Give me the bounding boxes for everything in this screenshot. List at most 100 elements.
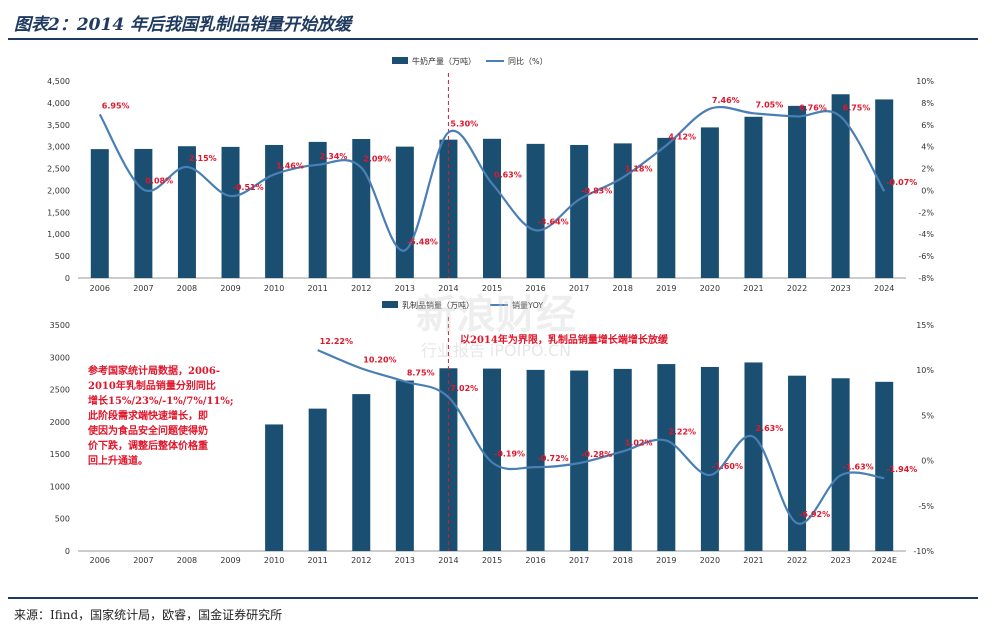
bar xyxy=(526,369,545,551)
x-tick-label: 2021 xyxy=(743,284,763,293)
x-tick-label: 2019 xyxy=(656,284,676,293)
data-label: 7.46% xyxy=(712,96,740,105)
data-label: -0.28% xyxy=(581,450,612,459)
note-line: 此阶段需求端快速增长，即 xyxy=(88,409,208,422)
data-label: -0.72% xyxy=(538,454,569,463)
data-label: 7.02% xyxy=(450,384,478,393)
bar xyxy=(90,149,109,278)
x-tick-label: 2010 xyxy=(264,556,284,565)
note-box xyxy=(80,355,252,470)
x-tick-label: 2024 xyxy=(874,284,894,293)
bar xyxy=(831,94,850,278)
y-right-tick-label: 4% xyxy=(921,143,934,152)
data-label: 10.20% xyxy=(363,355,396,364)
bar xyxy=(657,137,676,278)
bar xyxy=(875,99,894,278)
y-left-tick-label: 1,500 xyxy=(47,208,70,217)
x-tick-label: 2018 xyxy=(613,556,633,565)
bar xyxy=(657,364,676,551)
x-tick-label: 2012 xyxy=(351,556,371,565)
bar xyxy=(744,116,763,278)
y-right-tick-label: -8% xyxy=(918,274,934,283)
data-label: -0.51% xyxy=(233,183,264,192)
x-tick-label: 2018 xyxy=(613,284,633,293)
data-label: -0.07% xyxy=(886,178,917,187)
x-tick-label: 2010 xyxy=(264,284,284,293)
data-label: 2.34% xyxy=(320,152,348,161)
x-tick-label: 2007 xyxy=(133,556,153,565)
note-line: 价下跌，调整后整体价格重 xyxy=(88,439,208,452)
x-tick-label: 2014 xyxy=(438,556,458,565)
bar xyxy=(744,362,763,551)
note-line: 增长15%/23%/-1%/7%/11%; xyxy=(88,394,234,407)
yoy-line xyxy=(317,349,885,525)
bar xyxy=(265,144,284,278)
bar xyxy=(788,375,807,551)
note-line: 回上升通道。 xyxy=(88,454,148,467)
source-note: 来源：Ifind，国家统计局，欧睿，国金证券研究所 xyxy=(14,608,283,622)
legend-bar-swatch xyxy=(382,301,398,308)
y-right-tick-label: 0% xyxy=(921,457,934,466)
title-divider xyxy=(8,38,978,40)
data-label: 6.76% xyxy=(799,103,827,112)
y-left-tick-label: 2,500 xyxy=(47,165,70,174)
bar xyxy=(177,146,196,278)
x-tick-label: 2021 xyxy=(743,556,763,565)
charts-canvas: 0 500 1,000 1,500 2,000 2,500 3,000 3,500 4,000 4… xyxy=(47,56,934,565)
y-left-tick-label: 0 xyxy=(65,274,70,283)
x-tick-label: 2009 xyxy=(220,556,240,565)
y-right-tick-label: 0% xyxy=(921,186,934,195)
data-label: 0.08% xyxy=(145,177,173,186)
note-line: 参考国家统计局数据，2006- xyxy=(88,364,220,377)
bar xyxy=(483,138,501,278)
data-label: -1.60% xyxy=(712,462,743,471)
bar xyxy=(613,143,632,278)
x-tick-label: 2017 xyxy=(569,284,589,293)
x-tick-label: 2020 xyxy=(700,556,720,565)
data-label: 6.75% xyxy=(843,104,871,113)
data-label: 1.02% xyxy=(625,438,653,447)
x-tick-label: 2006 xyxy=(90,556,110,565)
x-tick-label: 2013 xyxy=(395,284,415,293)
y-right-tick-label: 10% xyxy=(916,77,934,86)
x-tick-label: 2012 xyxy=(351,284,371,293)
x-tick-label: 2022 xyxy=(787,556,807,565)
data-label: 4.12% xyxy=(668,132,696,141)
y-right-tick-label: -10% xyxy=(913,547,934,556)
chart-1: 0 500 1,000 1,500 2,000 2,500 3,000 3,500 4,000 4… xyxy=(47,56,934,293)
y-left-tick-label: 500 xyxy=(55,252,70,261)
y-left-tick-label: 3,500 xyxy=(47,121,70,130)
y-left-tick-label: 4,000 xyxy=(47,99,70,108)
note-line: 2010年乳制品销量分别同比 xyxy=(88,379,216,392)
legend-bar-label: 牛奶产量（万吨） xyxy=(412,56,476,66)
bar xyxy=(221,146,240,278)
y-left-tick-label: 3000 xyxy=(50,353,70,362)
page-title: 图表2：2014 年后我国乳制品销量开始放缓 xyxy=(14,15,352,35)
data-label: -3.64% xyxy=(538,217,569,226)
data-label: 2.63% xyxy=(755,424,783,433)
bar xyxy=(352,394,371,551)
y-right-tick-label: 10% xyxy=(916,366,934,375)
y-right-tick-label: 8% xyxy=(921,99,934,108)
y-left-tick-label: 2000 xyxy=(50,418,70,427)
yoy-line xyxy=(98,105,886,252)
bar xyxy=(308,408,327,551)
data-label: 5.30% xyxy=(450,119,478,128)
note-line: 使因为食品安全问题使得奶 xyxy=(87,424,208,437)
footer-divider xyxy=(8,597,978,599)
x-tick-label: 2015 xyxy=(482,556,502,565)
y-left-tick-label: 1000 xyxy=(50,482,70,491)
x-tick-label: 2019 xyxy=(656,556,676,565)
x-tick-label: 2006 xyxy=(90,284,110,293)
data-label: -1.63% xyxy=(843,462,874,471)
data-label: 6.95% xyxy=(102,101,130,110)
bar xyxy=(134,148,153,278)
y-left-tick-label: 2500 xyxy=(50,386,70,395)
data-label: 2.09% xyxy=(363,155,391,164)
x-tick-label: 2013 xyxy=(395,556,415,565)
x-tick-label: 2008 xyxy=(177,556,197,565)
y-left-tick-label: 2,000 xyxy=(47,186,70,195)
y-right-tick-label: 5% xyxy=(921,411,934,420)
y-right-tick-label: 2% xyxy=(921,165,934,174)
